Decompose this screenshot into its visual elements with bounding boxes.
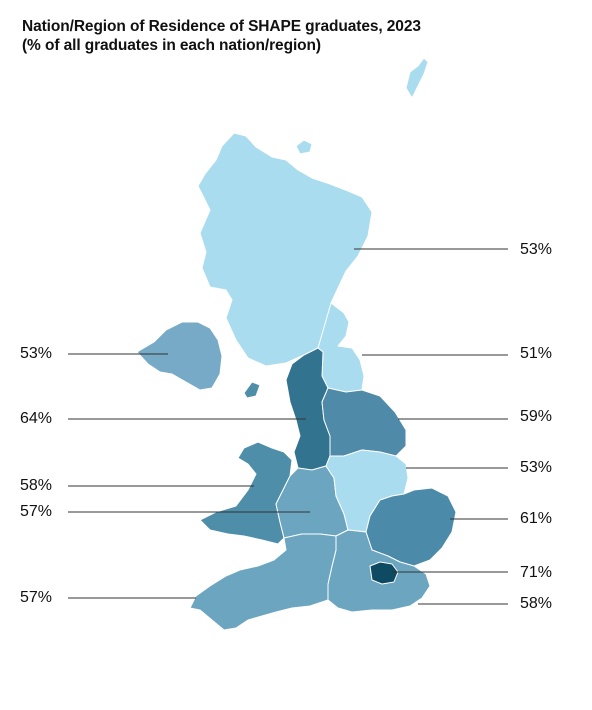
region-scotland-orkney: [295, 139, 313, 155]
value-label-london: 71%: [520, 564, 553, 581]
region-wales: [199, 441, 293, 545]
title-line-2: (% of all graduates in each nation/regio…: [22, 37, 321, 54]
region-east-of-england: [365, 487, 457, 567]
value-label-northern-ireland: 53%: [20, 345, 53, 362]
value-label-wales: 58%: [20, 477, 53, 494]
region-yorkshire: [321, 387, 407, 457]
value-label-scotland: 53%: [520, 241, 553, 258]
region-isle-of-man: [243, 381, 261, 399]
title-line-1: Nation/Region of Residence of SHAPE grad…: [22, 18, 421, 35]
value-label-north-east: 51%: [520, 345, 553, 362]
value-label-south-west: 57%: [20, 589, 53, 606]
value-label-yorkshire: 59%: [520, 408, 553, 425]
value-label-west-midlands: 57%: [20, 503, 53, 520]
value-label-south-east: 58%: [520, 595, 553, 612]
region-south-west: [189, 533, 337, 631]
region-london: [369, 561, 399, 585]
region-northern-ireland: [136, 321, 223, 391]
value-label-east-midlands: 53%: [520, 459, 553, 476]
region-scotland-shetland: [405, 57, 429, 99]
map-title: Nation/Region of Residence of SHAPE grad…: [22, 17, 582, 55]
value-label-east-of-england: 61%: [520, 510, 553, 527]
value-label-north-west: 64%: [20, 410, 53, 427]
